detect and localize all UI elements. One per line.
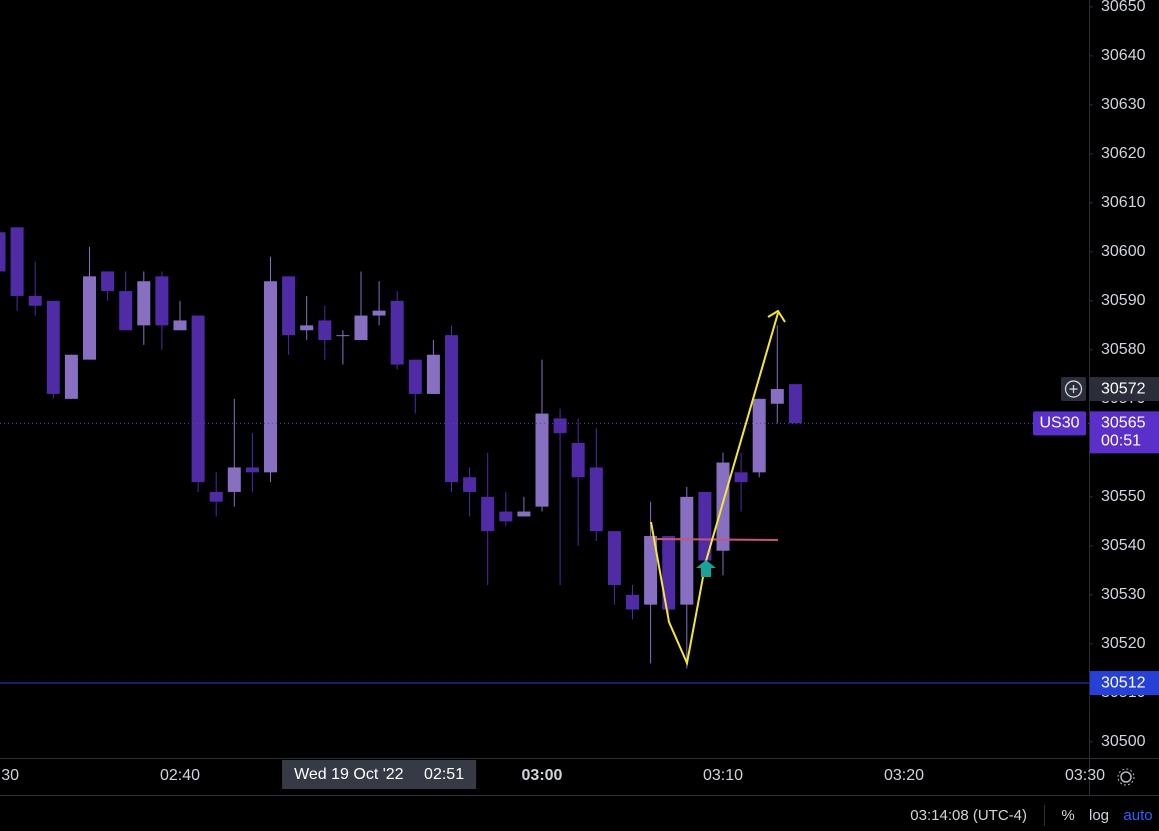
candle-body (408, 359, 422, 394)
candle-body (644, 536, 658, 605)
add-alert-button[interactable] (1061, 377, 1086, 402)
y-tick-label: 30650 (1101, 0, 1146, 15)
candle-body (46, 300, 60, 394)
plus-icon (1064, 380, 1083, 398)
y-tick-label: 30520 (1101, 635, 1146, 652)
y-tick-label: 30610 (1101, 194, 1146, 211)
candle-body (336, 335, 350, 337)
candle-body (481, 496, 495, 532)
crosshair-time: 02:51 (424, 766, 464, 783)
candle-body (662, 536, 676, 610)
y-tick-label: 30580 (1101, 341, 1146, 358)
candle-body (119, 291, 133, 331)
y-tick-label: 30590 (1101, 292, 1146, 309)
horizontal-ray (650, 538, 779, 541)
auto-button[interactable]: auto (1123, 807, 1152, 824)
candle-body (354, 315, 368, 341)
candle-body (553, 418, 567, 434)
candle-body (698, 491, 712, 561)
candle-body (589, 467, 603, 532)
candle-body (28, 295, 42, 306)
crosshair-price-label: 30572 (1101, 380, 1146, 397)
x-tick-label: 03:10 (703, 767, 743, 784)
plot-area (0, 227, 1089, 684)
y-tick-label: 30620 (1101, 145, 1146, 162)
candle-body (752, 398, 766, 473)
candle-body (83, 276, 96, 360)
candle-body (535, 413, 549, 507)
candle-body (137, 281, 151, 326)
log-button[interactable]: log (1089, 807, 1109, 824)
symbol-label-box (1033, 411, 1086, 436)
candle-body (300, 325, 314, 331)
x-tick-label: 03:30 (1065, 767, 1105, 784)
symbol-label: US30 (1039, 415, 1079, 432)
candle-body (282, 276, 296, 336)
y-tick-label: 30540 (1101, 537, 1146, 554)
candle-body (734, 472, 748, 483)
candle-body (101, 271, 115, 292)
y-tick-label: 30630 (1101, 96, 1146, 113)
candle-body (0, 232, 6, 272)
projection-drawing (650, 312, 779, 667)
candle-body (227, 467, 241, 492)
crosshair-price-box (1090, 377, 1159, 402)
x-tick-label: 02:30 (0, 767, 19, 784)
candle-body (209, 491, 223, 502)
y-tick-label: 30530 (1101, 586, 1146, 603)
candle-body (788, 384, 802, 424)
y-tick-label: 30500 (1101, 733, 1146, 750)
clock: 03:14:08 (UTC-4) (910, 807, 1027, 824)
candle-body (372, 310, 386, 316)
candle-body (517, 511, 531, 517)
candle-body (626, 594, 639, 610)
percent-button[interactable]: % (1061, 807, 1074, 824)
candle-body (426, 354, 440, 394)
last-price-box (1090, 411, 1159, 454)
candle-body (571, 442, 585, 478)
candle-body (499, 511, 513, 522)
candle-body (245, 467, 259, 473)
candle-body (264, 281, 277, 473)
last-price-label: 30565 (1101, 415, 1146, 432)
x-tick-label: 03:20 (884, 767, 924, 784)
plus-icon (1069, 385, 1078, 394)
y-tick-label: 30550 (1101, 488, 1146, 505)
candle-body (191, 315, 205, 483)
candle-body (463, 477, 477, 492)
crosshair-time-box (282, 760, 477, 789)
candle-body (155, 276, 169, 326)
candle-body (318, 320, 332, 341)
y-tick-label: 30600 (1101, 243, 1146, 260)
candle-body (64, 354, 78, 399)
settings-icon[interactable] (1117, 768, 1135, 786)
candle-body (716, 462, 730, 551)
candle-body (10, 227, 24, 296)
alert-price-label: 30512 (1101, 674, 1146, 691)
candle-body (680, 496, 694, 605)
y-tick-label: 30640 (1101, 47, 1146, 64)
candle-body (390, 300, 404, 365)
candle-body (173, 320, 187, 331)
arrow-head (767, 309, 786, 323)
crosshair-date: Wed 19 Oct '22 (294, 766, 404, 783)
candle-body (445, 335, 458, 483)
x-tick-label: 02:40 (160, 767, 200, 784)
candle-body (770, 389, 784, 404)
alert-price-box (1090, 671, 1159, 696)
x-tick-label: 03:00 (522, 767, 563, 784)
candle-body (607, 531, 621, 586)
buy-marker (696, 560, 716, 577)
countdown-label: 00:51 (1101, 433, 1141, 450)
